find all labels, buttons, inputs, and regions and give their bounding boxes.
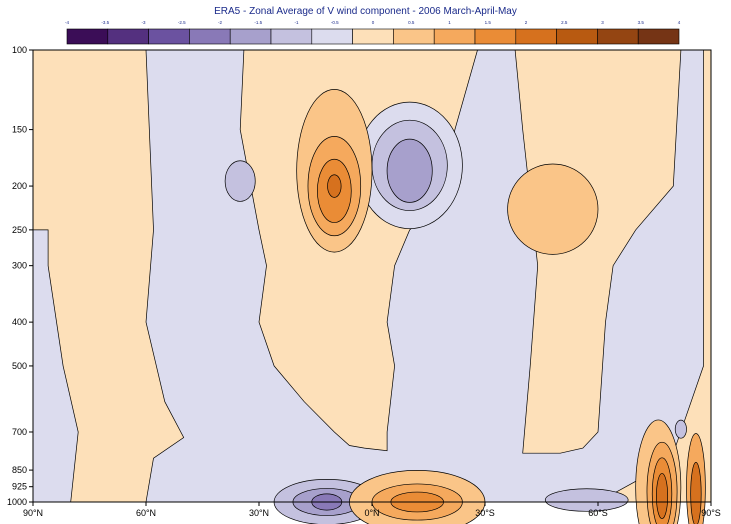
positive-core: [507, 163, 599, 255]
colorbar-swatch: [637, 28, 680, 45]
colorbar-swatch: [474, 28, 517, 45]
negative-core: [674, 419, 687, 439]
colorbar-tick-label: -2: [218, 20, 222, 25]
x-axis: 90°N 60°N 30°N 0°N 30°S 60°S 90°S: [23, 502, 721, 518]
negative-core: [386, 138, 433, 203]
negative-core: [544, 488, 629, 512]
colorbar-swatch: [311, 28, 353, 45]
y-tick-label: 150: [12, 125, 27, 135]
colorbar-swatch: [352, 28, 394, 45]
negative-core: [224, 160, 256, 202]
chart-title: ERA5 - Zonal Average of V wind component…: [214, 6, 517, 17]
colorbar-swatch: [66, 28, 109, 45]
colorbar-tick-label: -2.5: [178, 20, 186, 25]
y-tick-label: 250: [12, 225, 27, 235]
colorbar-tick-label: -3: [141, 20, 145, 25]
colorbar-tick-label: -3.5: [101, 20, 109, 25]
x-tick-label: 30°S: [475, 508, 495, 518]
colorbar: [66, 28, 680, 45]
x-tick-label: 60°N: [136, 508, 156, 518]
positive-core: [656, 473, 669, 519]
x-tick-label: 90°S: [701, 508, 721, 518]
colorbar-tick-label: -4: [65, 20, 69, 25]
colorbar-tick-label: 0.5: [408, 20, 415, 25]
colorbar-tick-label: 1: [448, 20, 451, 25]
colorbar-swatch: [393, 28, 435, 45]
colorbar-tick-label: -1.5: [254, 20, 262, 25]
colorbar-swatch: [229, 28, 272, 45]
y-tick-label: 925: [12, 482, 27, 492]
colorbar-tick-label: 3.5: [638, 20, 645, 25]
colorbar-tick-label: 4: [678, 20, 681, 25]
colorbar-tick-label: 2: [525, 20, 528, 25]
y-tick-label: 850: [12, 465, 27, 475]
colorbar-swatch: [148, 28, 190, 45]
y-tick-label: 200: [12, 181, 27, 191]
y-tick-label: 700: [12, 427, 27, 437]
colorbar-swatch: [433, 28, 476, 45]
colorbar-tick-label: 2.5: [561, 20, 568, 25]
y-tick-label: 100: [12, 45, 27, 55]
y-tick-label: 500: [12, 361, 27, 371]
colorbar-swatch: [189, 28, 231, 45]
y-tick-label: 1000: [7, 497, 27, 507]
y-tick-label: 400: [12, 317, 27, 327]
plot-area: [32, 49, 711, 524]
x-tick-label: 0°N: [364, 508, 379, 518]
colorbar-tick-label: 0: [372, 20, 375, 25]
colorbar-tick-label: -0.5: [331, 20, 339, 25]
x-tick-label: 30°N: [249, 508, 269, 518]
colorbar-swatch: [515, 28, 557, 45]
colorbar-tick-label: -1: [294, 20, 298, 25]
colorbar-ticks: -4 -3.5 -3 -2.5 -2 -1.5 -1 -0.5 0 0.5 1 1.5 2 2.5 3 3.5…: [65, 20, 681, 25]
positive-core: [327, 174, 342, 198]
colorbar-tick-label: 1.5: [485, 20, 492, 25]
colorbar-swatch: [270, 28, 313, 45]
colorbar-tick-label: 3: [601, 20, 604, 25]
y-tick-label: 300: [12, 261, 27, 271]
x-tick-label: 60°S: [588, 508, 608, 518]
colorbar-swatch: [556, 28, 598, 45]
x-tick-label: 90°N: [23, 508, 43, 518]
colorbar-swatch: [107, 28, 149, 45]
y-axis: 100 150 200 250 300 400 500 700 850 925 1000: [7, 45, 33, 507]
positive-core: [690, 462, 702, 524]
colorbar-swatch: [597, 28, 639, 45]
